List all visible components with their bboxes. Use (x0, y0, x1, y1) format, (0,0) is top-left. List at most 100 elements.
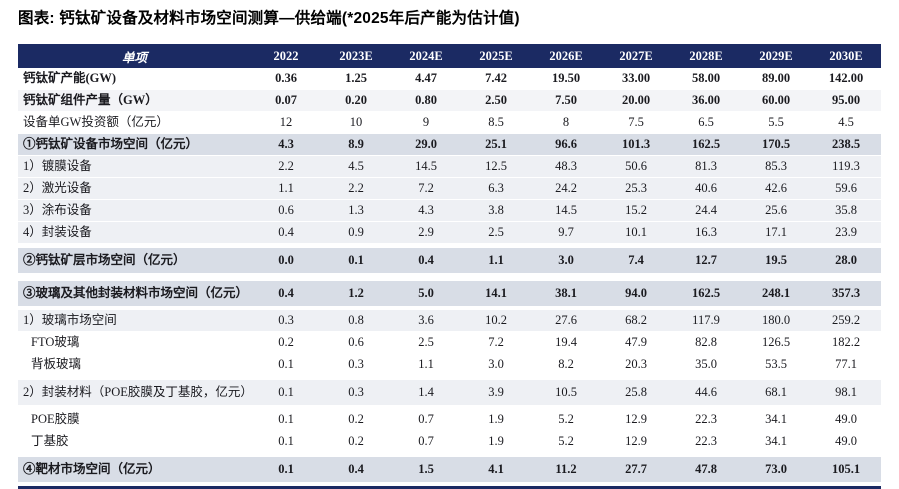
cell-2027E: 25.3 (601, 178, 671, 200)
cell-2023E: 1.25 (321, 68, 391, 90)
row-label: ③玻璃及其他封装材料市场空间（亿元） (18, 277, 251, 310)
cell-2027E: 20.00 (601, 90, 671, 112)
cell-2022: 0.6 (251, 200, 321, 222)
cell-2030E: 77.1 (811, 354, 881, 376)
cell-2022: 2.2 (251, 156, 321, 178)
cell-2028E: 16.3 (671, 222, 741, 244)
cell-2023E: 0.9 (321, 222, 391, 244)
cell-2029E: 68.1 (741, 376, 811, 409)
cell-2025E: 8.5 (461, 112, 531, 134)
cell-2030E: 4.5 (811, 112, 881, 134)
cell-2026E: 5.2 (531, 409, 601, 431)
cell-2029E: 170.5 (741, 134, 811, 156)
cell-2022: 0.4 (251, 277, 321, 310)
cell-2024E: 5.0 (391, 277, 461, 310)
table-row: ①钙钛矿设备市场空间（亿元） 4.3 8.9 29.0 25.1 96.6 101.3 162… (18, 134, 881, 156)
cell-2030E: 28.0 (811, 244, 881, 277)
cell-2026E: 3.0 (531, 244, 601, 277)
cell-2023E: 0.8 (321, 310, 391, 332)
cell-2030E: 49.0 (811, 409, 881, 431)
cell-2030E: 182.2 (811, 332, 881, 354)
cell-2026E: 96.6 (531, 134, 601, 156)
cell-2030E: 142.00 (811, 68, 881, 90)
table-row: 1）镀膜设备 2.2 4.5 14.5 12.5 48.3 50.6 81.3 85.3 119.… (18, 156, 881, 178)
cell-2023E: 0.3 (321, 376, 391, 409)
cell-2030E: 95.00 (811, 90, 881, 112)
cell-2024E: 2.9 (391, 222, 461, 244)
cell-2029E: 17.1 (741, 222, 811, 244)
cell-2025E: 3.8 (461, 200, 531, 222)
table-row: ③玻璃及其他封装材料市场空间（亿元） 0.4 1.2 5.0 14.1 38.1 94.0 1… (18, 277, 881, 310)
cell-2022: 1.1 (251, 178, 321, 200)
table-header: 单项 2022 2023E 2024E 2025E 2026E 2027E 2028E 2029… (18, 44, 881, 68)
cell-2028E: 24.4 (671, 200, 741, 222)
cell-2024E: 1.5 (391, 453, 461, 486)
cell-2024E: 9 (391, 112, 461, 134)
row-label: ①钙钛矿设备市场空间（亿元） (18, 134, 251, 156)
cell-2030E: 59.6 (811, 178, 881, 200)
cell-2023E: 1.2 (321, 277, 391, 310)
cell-2024E: 2.5 (391, 332, 461, 354)
cell-2029E: 5.5 (741, 112, 811, 134)
table-row: ②钙钛矿层市场空间（亿元） 0.0 0.1 0.4 1.1 3.0 7.4 12.7 19.5 2… (18, 244, 881, 277)
row-label: ②钙钛矿层市场空间（亿元） (18, 244, 251, 277)
table-row: 丁基胶 0.1 0.2 0.7 1.9 5.2 12.9 22.3 34.1 49.0 (18, 431, 881, 453)
cell-2023E: 0.4 (321, 453, 391, 486)
cell-2029E: 42.6 (741, 178, 811, 200)
cell-2025E: 14.1 (461, 277, 531, 310)
cell-2027E: 68.2 (601, 310, 671, 332)
cell-2029E: 19.5 (741, 244, 811, 277)
cell-2025E: 10.2 (461, 310, 531, 332)
row-label: 2）封装材料（POE胶膜及丁基胶，亿元） (18, 376, 253, 409)
cell-2030E: 259.2 (811, 310, 881, 332)
row-label: 3）涂布设备 (18, 200, 251, 222)
page-title: 图表: 钙钛矿设备及材料市场空间测算—供给端(*2025年后产能为估计值) (18, 10, 520, 27)
cell-2027E: 12.9 (601, 431, 671, 453)
cell-2025E: 7.42 (461, 68, 531, 90)
cell-2024E: 7.2 (391, 178, 461, 200)
cell-2027E: 12.9 (601, 409, 671, 431)
cell-2027E: 33.00 (601, 68, 671, 90)
table-row: POE胶膜 0.1 0.2 0.7 1.9 5.2 12.9 22.3 34.1 49.0 (18, 409, 881, 431)
table-row: 钙钛矿组件产量（GW） 0.07 0.20 0.80 2.50 7.50 20.00 36.0… (18, 90, 881, 112)
cell-2030E: 98.1 (811, 376, 881, 409)
cell-2023E: 0.2 (321, 431, 391, 453)
column-header-2024E: 2024E (391, 44, 461, 68)
column-header-2025E: 2025E (461, 44, 531, 68)
cell-2029E: 85.3 (741, 156, 811, 178)
column-header-2028E: 2028E (671, 44, 741, 68)
cell-2022: 0.36 (251, 68, 321, 90)
column-header-2027E: 2027E (601, 44, 671, 68)
cell-2024E: 14.5 (391, 156, 461, 178)
cell-2022: 0.0 (251, 244, 321, 277)
cell-2029E: 34.1 (741, 409, 811, 431)
cell-2023E: 2.2 (321, 178, 391, 200)
cell-2023E: 0.6 (321, 332, 391, 354)
cell-2027E: 20.3 (601, 354, 671, 376)
cell-2022: 0.1 (251, 354, 321, 376)
cell-2028E: 117.9 (671, 310, 741, 332)
row-label: 2）激光设备 (18, 178, 251, 200)
cell-2024E: 1.1 (391, 354, 461, 376)
table-row: 2）激光设备 1.1 2.2 7.2 6.3 24.2 25.3 40.6 42.6 59.6 (18, 178, 881, 200)
cell-2026E: 9.7 (531, 222, 601, 244)
cell-2025E: 2.5 (461, 222, 531, 244)
cell-2022: 0.1 (251, 431, 321, 453)
cell-2025E: 25.1 (461, 134, 531, 156)
cell-2025E: 3.0 (461, 354, 531, 376)
cell-2027E: 15.2 (601, 200, 671, 222)
table-row: 3）涂布设备 0.6 1.3 4.3 3.8 14.5 15.2 24.4 25.6 35.8 (18, 200, 881, 222)
column-header-2022: 2022 (251, 44, 321, 68)
table-row: 4）封装设备 0.4 0.9 2.9 2.5 9.7 10.1 16.3 17.1 23.9 (18, 222, 881, 244)
cell-2030E: 119.3 (811, 156, 881, 178)
cell-2022: 0.4 (251, 222, 321, 244)
cell-2023E: 0.20 (321, 90, 391, 112)
table-row: 钙钛矿产能(GW) 0.36 1.25 4.47 7.42 19.50 33.00 58.00… (18, 68, 881, 90)
row-label: FTO玻璃 (18, 332, 251, 354)
cell-2025E: 1.9 (461, 431, 531, 453)
cell-2027E: 7.4 (601, 244, 671, 277)
table-row: 设备单GW投资额（亿元） 12 10 9 8.5 8 7.5 6.5 5.5 4.5 (18, 112, 881, 134)
row-label: 钙钛矿产能(GW) (18, 68, 251, 90)
cell-2022: 0.07 (251, 90, 321, 112)
table-header-row: 单项 2022 2023E 2024E 2025E 2026E 2027E 2028E 2029… (18, 44, 881, 68)
